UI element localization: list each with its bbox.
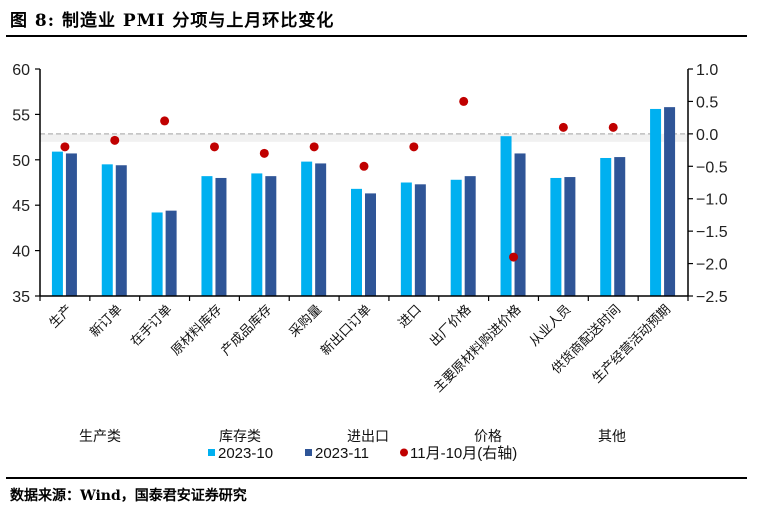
diff-point <box>259 148 269 158</box>
bar-2023-11 <box>115 165 127 296</box>
category-label: 采购量 <box>286 302 325 341</box>
bar-2023-11 <box>315 163 327 296</box>
left-tick-label: 55 <box>12 107 30 124</box>
right-tick-label: −2.0 <box>696 257 728 274</box>
right-tick-label: 1.0 <box>696 62 718 79</box>
right-tick-label: 0.0 <box>696 127 718 144</box>
bar-2023-11 <box>265 176 277 296</box>
right-tick-label: −2.5 <box>696 289 728 306</box>
left-tick-label: 40 <box>12 244 30 261</box>
left-tick-label: 60 <box>12 62 30 79</box>
category-label: 出厂价格 <box>426 302 474 350</box>
group-label: 其他 <box>598 429 626 445</box>
left-tick-label: 35 <box>12 289 30 306</box>
bar-2023-10 <box>500 136 512 296</box>
bar-2023-11 <box>564 177 576 296</box>
bar-2023-10 <box>51 151 63 296</box>
bottom-rule <box>6 477 747 479</box>
figure-title: 图 8: 制造业 PMI 分项与上月环比变化 <box>10 11 335 31</box>
top-rule <box>6 35 747 37</box>
source-note: 数据来源：Wind，国泰君安证券研究 <box>10 488 247 504</box>
bar-2023-11 <box>664 107 676 296</box>
category-label: 在手订单 <box>128 302 175 349</box>
bar-2023-10 <box>251 173 263 296</box>
group-label: 进出口 <box>347 429 389 445</box>
diff-point <box>509 252 519 262</box>
legend-swatch-2023-11 <box>305 449 312 456</box>
category-label: 从业人员 <box>527 302 574 349</box>
zero-reference-band <box>40 133 688 142</box>
diff-point <box>209 142 219 152</box>
diff-point <box>409 142 419 152</box>
right-tick-label: 0.5 <box>696 94 718 111</box>
bar-2023-10 <box>600 157 612 296</box>
axes <box>35 68 693 301</box>
bars <box>51 107 676 297</box>
legend: 2023-10 2023-11 11月-10月(右轴) <box>208 445 517 462</box>
right-tick-label: −1.5 <box>696 224 728 241</box>
reference-shadow <box>40 133 688 142</box>
left-tick-label: 45 <box>12 198 30 215</box>
bar-2023-11 <box>65 153 77 296</box>
right-tick-label: −0.5 <box>696 159 728 176</box>
right-tick-label: −1.0 <box>696 192 728 209</box>
bar-2023-10 <box>101 164 113 296</box>
bar-2023-10 <box>550 177 562 296</box>
diff-point <box>309 142 319 152</box>
category-label: 产成品库存 <box>218 302 275 359</box>
legend-swatch-diff <box>400 448 408 457</box>
category-label: 进口 <box>396 302 425 331</box>
category-label: 原材料库存 <box>168 302 225 359</box>
legend-label: 11月-10月(右轴) <box>410 445 517 462</box>
category-label: 新订单 <box>87 302 126 341</box>
group-labels: 生产类 库存类 进出口 价格 其他 <box>79 429 626 445</box>
bar-2023-10 <box>650 108 662 297</box>
bar-2023-11 <box>414 184 426 296</box>
diff-point <box>60 142 70 152</box>
bar-2023-10 <box>301 161 313 296</box>
bar-2023-11 <box>215 177 227 296</box>
bar-2023-10 <box>450 179 462 296</box>
diff-point <box>160 116 170 126</box>
bar-2023-11 <box>464 176 476 296</box>
bar-2023-11 <box>514 153 526 296</box>
group-label: 价格 <box>474 429 502 445</box>
group-label: 库存类 <box>219 429 261 445</box>
bar-2023-11 <box>165 210 177 296</box>
diff-point <box>608 122 618 132</box>
bar-2023-10 <box>351 188 362 296</box>
diff-point <box>110 135 120 145</box>
legend-label: 2023-11 <box>315 445 369 462</box>
bar-2023-10 <box>201 176 213 296</box>
left-tick-label: 50 <box>12 153 30 170</box>
bar-2023-11 <box>365 193 376 296</box>
group-label: 生产类 <box>79 429 121 445</box>
bar-2023-10 <box>151 212 163 296</box>
diff-point <box>459 96 469 106</box>
category-label: 生产 <box>47 302 76 331</box>
bar-2023-11 <box>614 157 626 296</box>
category-label: 新出口订单 <box>318 302 375 359</box>
diff-point <box>558 122 568 132</box>
bar-2023-10 <box>400 182 412 296</box>
category-label: 主要原材料购进价格 <box>430 302 524 396</box>
legend-swatch-2023-10 <box>208 449 215 456</box>
diff-points <box>60 96 618 262</box>
legend-label: 2023-10 <box>218 445 273 462</box>
diff-point <box>359 161 369 171</box>
